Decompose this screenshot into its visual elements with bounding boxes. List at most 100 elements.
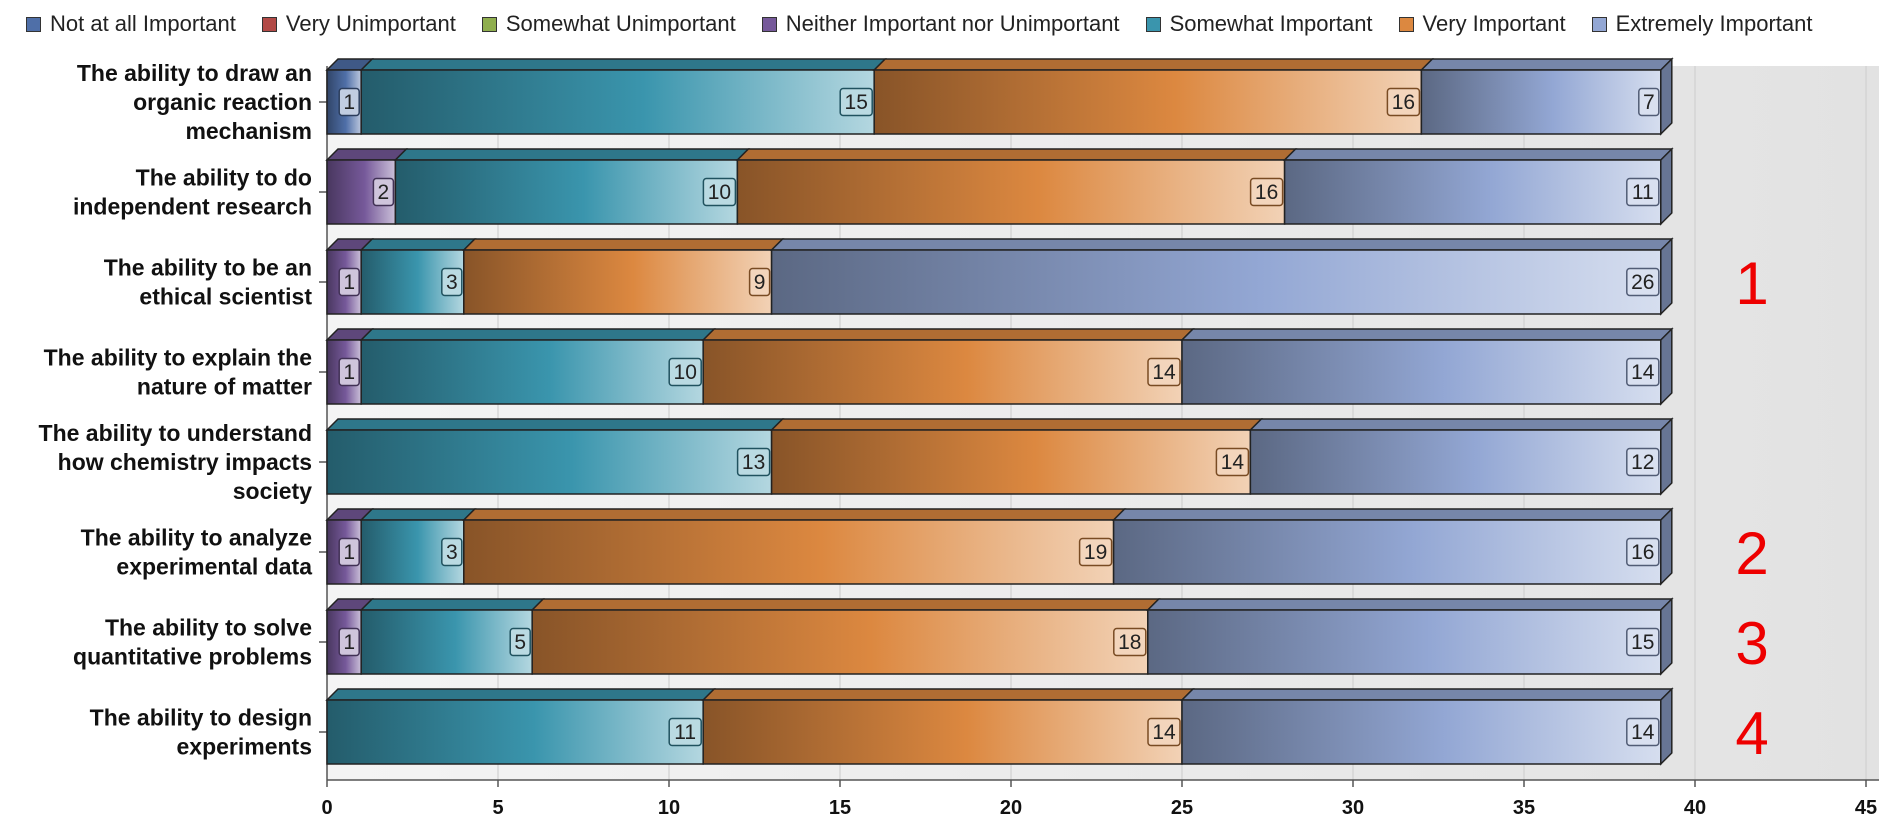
bar-segment-very-important xyxy=(461,238,785,315)
legend-item-not-at-all-important: Not at all Important xyxy=(26,8,236,40)
x-tick-label: 0 xyxy=(321,797,332,819)
data-label: 3 xyxy=(441,267,463,297)
bar-segment-face xyxy=(873,69,1423,135)
data-label: 16 xyxy=(1249,177,1284,207)
data-label-text: 16 xyxy=(1631,541,1654,564)
bar-segment-face xyxy=(1420,69,1662,135)
x-tick-label: 20 xyxy=(1000,797,1022,819)
data-label-box xyxy=(338,87,360,117)
legend-swatch xyxy=(1591,16,1607,32)
legend-swatch xyxy=(26,16,41,32)
data-label-box xyxy=(338,537,360,567)
data-label-box xyxy=(702,177,737,207)
category-label-line: quantitative problems xyxy=(73,644,312,670)
category-label: The ability to solve quantitative problem… xyxy=(73,615,312,670)
category-label-line: experimental data xyxy=(116,554,312,580)
bar-segment-extremely-important xyxy=(769,238,1674,315)
data-label: 11 xyxy=(1626,177,1660,207)
data-label-box xyxy=(1626,447,1660,477)
data-label-text: 13 xyxy=(742,451,765,474)
data-label-box xyxy=(372,177,395,207)
data-label: 1 xyxy=(338,537,360,567)
bar-segment-face xyxy=(1181,699,1662,765)
annotation-number: 4 xyxy=(1735,700,1768,767)
bar-segment-face xyxy=(326,429,773,495)
legend-swatch xyxy=(1145,16,1161,32)
category-label: The ability to draw an organic reaction me… xyxy=(77,60,312,144)
data-label-box xyxy=(1626,717,1660,747)
bar-segment-face xyxy=(360,69,875,135)
bar-segment-face xyxy=(326,699,704,765)
data-label: 12 xyxy=(1626,447,1660,477)
data-label: 14 xyxy=(1626,717,1660,747)
category-label-line: society xyxy=(233,478,312,504)
category-label-line: The ability to explain the xyxy=(44,345,312,371)
data-label-box xyxy=(1626,357,1660,387)
bar-end-cap xyxy=(1660,147,1673,226)
bar-segment-top xyxy=(359,328,717,341)
data-label-box xyxy=(1626,627,1660,657)
bar-segment-top xyxy=(1111,508,1674,521)
x-tick-label: 35 xyxy=(1513,797,1535,819)
bar-segment-face xyxy=(770,249,1662,315)
data-label: 9 xyxy=(748,267,771,297)
data-label-text: 5 xyxy=(514,631,526,654)
data-label-text: 3 xyxy=(446,271,458,294)
data-label: 14 xyxy=(1215,447,1250,477)
bar-segment-face xyxy=(360,609,533,675)
legend-label: Not at all Important xyxy=(50,11,236,36)
data-label-text: 1 xyxy=(343,631,355,654)
bar-segment-top xyxy=(461,238,785,251)
bar-segment-extremely-important xyxy=(1419,58,1674,135)
bar-segment-face xyxy=(736,159,1286,225)
bar-segment-top xyxy=(701,688,1195,701)
data-label-text: 16 xyxy=(1392,91,1415,114)
x-tick-label: 15 xyxy=(829,797,851,819)
bar-segment-very-important xyxy=(872,58,1435,135)
legend-item-very-unimportant: Very Unimportant xyxy=(261,8,456,40)
data-label-text: 19 xyxy=(1084,541,1107,564)
bar-segment-top xyxy=(1282,148,1674,161)
legend-label: Somewhat Important xyxy=(1169,11,1373,36)
category-label-line: organic reaction xyxy=(133,89,312,115)
bar-segment-face xyxy=(394,159,739,225)
bar-segment-somewhat-important xyxy=(325,688,717,765)
bar-segment-very-important xyxy=(701,688,1195,765)
data-label: 18 xyxy=(1113,627,1147,657)
data-label: 1 xyxy=(338,87,360,117)
data-label-box xyxy=(1249,177,1284,207)
bar-end-cap xyxy=(1660,237,1673,316)
legend-swatch xyxy=(261,16,277,32)
legend-item-somewhat-unimportant: Somewhat Unimportant xyxy=(481,8,736,40)
bar-segment-top xyxy=(359,508,477,521)
data-label: 7 xyxy=(1638,87,1660,117)
data-label-text: 1 xyxy=(343,541,355,564)
bar-segment-face xyxy=(1249,429,1662,495)
bar-segment-top xyxy=(1248,418,1674,431)
legend-item-very-important: Very Important xyxy=(1398,8,1566,40)
data-label-box xyxy=(338,627,360,657)
data-label-text: 9 xyxy=(754,271,766,294)
bar-segment-somewhat-important xyxy=(359,598,546,675)
x-tick-label: 25 xyxy=(1171,797,1193,819)
bar-end-cap xyxy=(1660,597,1673,676)
data-label: 1 xyxy=(338,267,360,297)
bar-segment-top xyxy=(1180,328,1674,341)
bar-segment-somewhat-important xyxy=(359,58,888,135)
data-label-text: 26 xyxy=(1631,271,1654,294)
legend-swatch xyxy=(1398,16,1414,32)
bar-segment-face xyxy=(1112,519,1662,585)
bar-segment-extremely-important xyxy=(1248,418,1674,495)
data-label-box xyxy=(668,357,702,387)
data-label-box xyxy=(668,717,702,747)
category-label-line: how chemistry impacts xyxy=(58,449,312,475)
data-label-box xyxy=(1626,267,1660,297)
data-label: 26 xyxy=(1626,267,1660,297)
bar-end-cap xyxy=(1660,57,1673,136)
bar-end-cap xyxy=(1660,417,1673,496)
category-label-line: The ability to be an xyxy=(104,255,312,281)
legend-item-neither-important-nor-unimportant: Neither Important nor Unimportant xyxy=(761,8,1120,40)
data-label-text: 11 xyxy=(1632,181,1654,204)
